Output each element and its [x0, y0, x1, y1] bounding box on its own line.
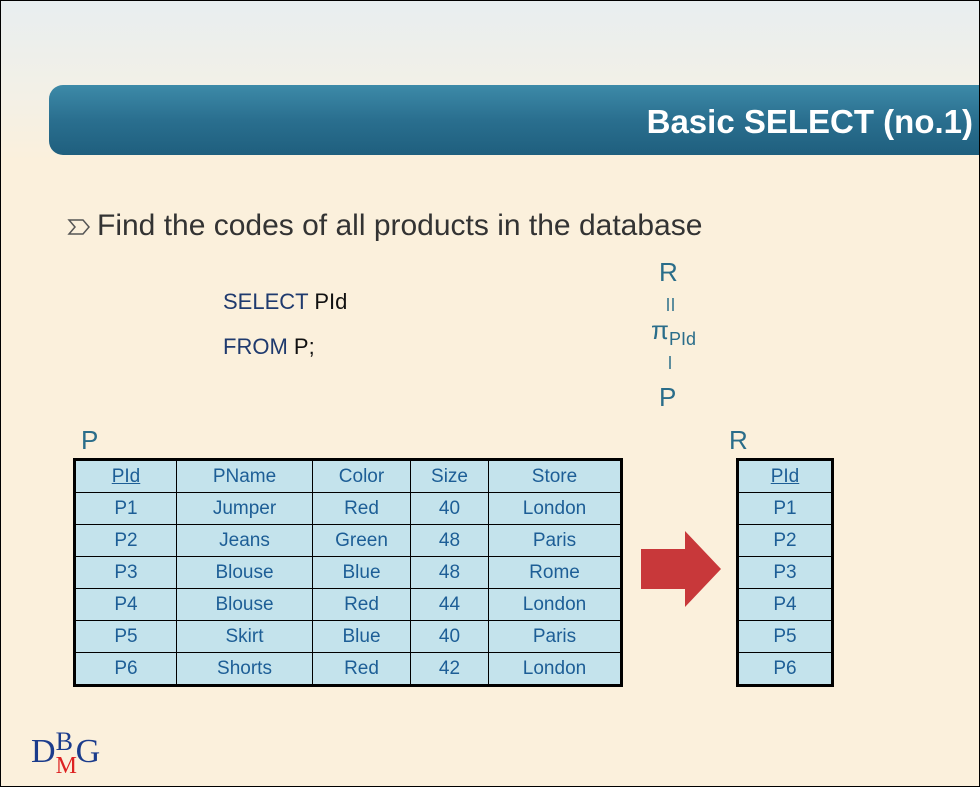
table-name: R	[729, 425, 748, 455]
cell: P3	[74, 556, 177, 589]
subscript: PId	[668, 329, 696, 350]
keyword: SELECT	[223, 289, 309, 314]
query-rest: PId	[314, 289, 348, 314]
keyword: FROM	[223, 334, 288, 359]
cell: Red	[312, 588, 411, 621]
cell: 42	[410, 652, 489, 686]
cell: Paris	[488, 620, 622, 653]
cell: 40	[410, 492, 489, 525]
row: P4 Blouse Red 44 London	[74, 588, 622, 621]
cell: P4	[74, 588, 177, 621]
bullet: Find the codes of all products in the da…	[67, 209, 702, 243]
cell: 40	[410, 620, 489, 653]
cell: Jeans	[176, 524, 313, 557]
table-p: PId PName Color Size Store P1 Jumper Red 40 Londo…	[73, 458, 623, 687]
row: P6	[737, 652, 833, 686]
cell: P6	[737, 652, 833, 686]
row: P6 Shorts Red 42 London	[74, 652, 622, 686]
table-r: PId P1 P2 P3 P4 P5 P6	[736, 458, 834, 687]
column-header: Store	[488, 459, 622, 493]
cell: Skirt	[176, 620, 313, 653]
cell: P5	[74, 620, 177, 653]
operator: π	[651, 315, 669, 345]
equals-connector	[667, 298, 674, 311]
query-line: FROM P;	[223, 334, 315, 360]
logo-g: G	[75, 733, 101, 770]
cell: London	[488, 588, 622, 621]
cell: P2	[737, 524, 833, 557]
cell: Paris	[488, 524, 622, 557]
row: P5 Skirt Blue 40 Paris	[74, 620, 622, 653]
cell: P3	[737, 556, 833, 589]
cell: 44	[410, 588, 489, 621]
arrow	[641, 531, 721, 607]
query-line: SELECT PId	[223, 289, 347, 315]
row: P5	[737, 620, 833, 653]
row: P3 Blouse Blue 48 Rome	[74, 556, 622, 589]
cell: P2	[74, 524, 177, 557]
cell: Blouse	[176, 588, 313, 621]
column-header: Color	[312, 459, 411, 493]
logo-m: M	[55, 753, 77, 779]
cell: London	[488, 652, 622, 686]
column-header: Size	[410, 459, 489, 493]
algebra-source: P	[659, 382, 677, 412]
cell: P5	[737, 620, 833, 653]
row: P2 Jeans Green 48 Paris	[74, 524, 622, 557]
header-row: PId PName Color Size Store	[74, 459, 622, 493]
cell: P4	[737, 588, 833, 621]
title-band	[49, 85, 979, 155]
algebra-result: R	[659, 257, 678, 287]
table-name: P	[81, 425, 99, 455]
logo-d: D	[31, 733, 56, 770]
cell: Jumper	[176, 492, 313, 525]
slide-title: Basic SELECT (no.1)	[646, 103, 973, 140]
cell: Green	[312, 524, 411, 557]
row: P1 Jumper Red 40 London	[74, 492, 622, 525]
cell: 48	[410, 556, 489, 589]
cell: Blouse	[176, 556, 313, 589]
column-header: PId	[74, 459, 177, 493]
algebra-projection: πPId	[651, 315, 696, 350]
cell: London	[488, 492, 622, 525]
column-header: PId	[737, 459, 833, 493]
cell: P1	[74, 492, 177, 525]
cell: P1	[737, 492, 833, 525]
bullet-icon	[67, 219, 90, 235]
cell: Rome	[488, 556, 622, 589]
cell: Blue	[312, 620, 411, 653]
header-row: PId	[737, 459, 833, 493]
cell: Red	[312, 492, 411, 525]
cell: Shorts	[176, 652, 313, 686]
bullet-text: Find the codes of all products in the da…	[97, 209, 703, 242]
line-connector	[669, 356, 671, 369]
cell: Red	[312, 652, 411, 686]
query-rest: P;	[293, 334, 315, 359]
row: P4	[737, 588, 833, 621]
cell: Blue	[312, 556, 411, 589]
column-header: PName	[176, 459, 313, 493]
cell: P6	[74, 652, 177, 686]
logo-b: B	[55, 727, 73, 756]
row: P2	[737, 524, 833, 557]
row: P1	[737, 492, 833, 525]
cell: 48	[410, 524, 489, 557]
row: P3	[737, 556, 833, 589]
